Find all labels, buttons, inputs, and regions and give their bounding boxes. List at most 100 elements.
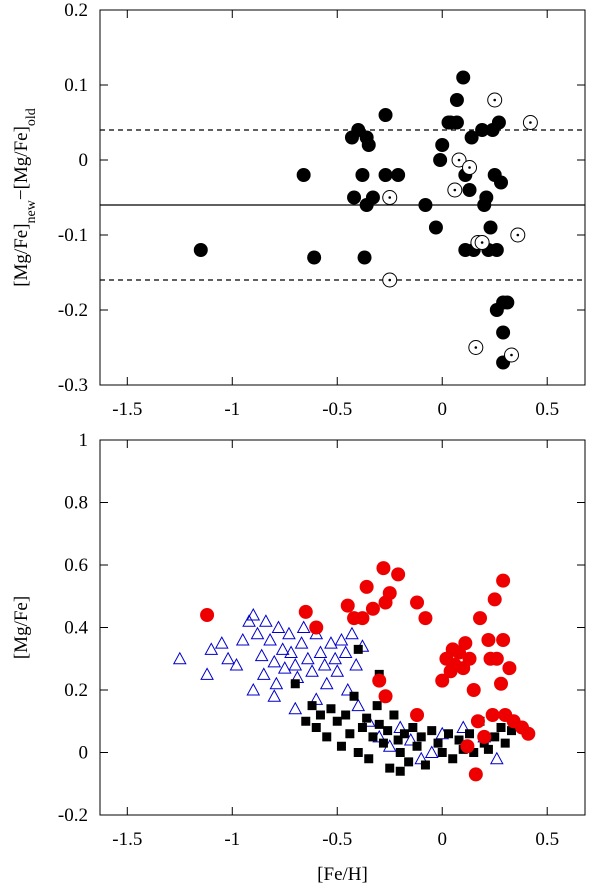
x-tick-label: -1: [224, 829, 240, 850]
point: [424, 745, 439, 758]
point-dot: [493, 98, 497, 102]
point: [448, 754, 458, 764]
point: [351, 698, 366, 712]
x-tick-label: -1.5: [112, 399, 142, 420]
point: [332, 716, 342, 726]
point: [462, 651, 477, 666]
point: [468, 340, 484, 355]
point: [326, 704, 336, 714]
point: [246, 682, 261, 696]
point: [311, 723, 321, 732]
y-tick-label: -0.3: [58, 375, 88, 396]
point: [378, 108, 393, 122]
point: [307, 701, 317, 711]
point: [204, 642, 219, 655]
x-tick-label: -1.5: [112, 829, 142, 850]
point: [284, 645, 298, 658]
point: [307, 250, 322, 265]
x-tick-label: -0.5: [322, 399, 352, 420]
point-dot: [529, 121, 532, 124]
point: [328, 651, 342, 665]
point: [468, 767, 483, 782]
point: [229, 657, 244, 671]
point: [317, 657, 332, 671]
point: [418, 198, 433, 212]
point: [447, 182, 463, 198]
point: [330, 664, 345, 677]
point: [341, 710, 351, 720]
point: [460, 739, 475, 754]
point: [485, 708, 500, 722]
point: [496, 573, 511, 588]
point: [246, 607, 261, 621]
point: [200, 608, 215, 622]
point: [309, 620, 324, 635]
point: [221, 651, 235, 665]
y-tick-label: 0.1: [64, 75, 88, 96]
point: [469, 748, 479, 757]
point: [465, 729, 475, 739]
point: [391, 168, 406, 182]
x-axis-label: [Fe/H]: [317, 864, 368, 885]
point: [395, 766, 405, 776]
point: [315, 710, 325, 720]
x-tick-label: -0.5: [322, 829, 352, 850]
point: [378, 689, 393, 704]
point: [489, 243, 504, 257]
point: [496, 723, 506, 732]
point: [362, 713, 372, 723]
point: [267, 654, 282, 668]
y-axis-label-part: −[Mg/Fe]: [11, 126, 32, 200]
point-dot: [388, 196, 392, 199]
point: [385, 763, 395, 773]
point: [382, 272, 398, 288]
point: [433, 738, 443, 748]
y-axis-label-part: [Mg/Fe]: [11, 223, 32, 286]
point: [437, 748, 447, 757]
point: [301, 716, 311, 726]
point: [510, 227, 526, 243]
point: [521, 726, 536, 741]
x-tick-label: -1: [224, 399, 240, 420]
point: [441, 115, 456, 130]
point: [522, 115, 538, 130]
x-tick-label: 0.5: [535, 829, 559, 850]
point: [357, 723, 367, 732]
point: [456, 70, 471, 85]
point: [361, 138, 376, 152]
point: [494, 676, 509, 691]
point: [382, 190, 398, 205]
point: [500, 738, 510, 748]
point: [340, 598, 355, 613]
point: [383, 726, 393, 736]
point: [496, 325, 511, 340]
point: [365, 601, 380, 616]
point: [393, 735, 403, 745]
point: [470, 714, 485, 729]
point: [403, 732, 418, 746]
point: [254, 648, 269, 662]
point: [372, 673, 387, 688]
point: [324, 636, 338, 649]
point: [410, 708, 425, 722]
point: [294, 636, 309, 649]
point: [193, 243, 208, 257]
point: [500, 295, 515, 310]
point: [347, 190, 362, 205]
y-tick-label: 0: [79, 150, 89, 171]
point: [349, 691, 359, 701]
point: [378, 738, 388, 748]
point: [372, 701, 382, 711]
point: [433, 153, 448, 167]
y-tick-label: 0.4: [64, 618, 88, 639]
point: [374, 719, 384, 729]
point: [296, 620, 311, 633]
point: [296, 168, 311, 182]
y-tick-label: 0: [79, 743, 89, 764]
point: [355, 611, 370, 626]
point: [494, 175, 509, 190]
point: [336, 741, 346, 751]
point: [298, 604, 313, 619]
point: [502, 661, 517, 676]
